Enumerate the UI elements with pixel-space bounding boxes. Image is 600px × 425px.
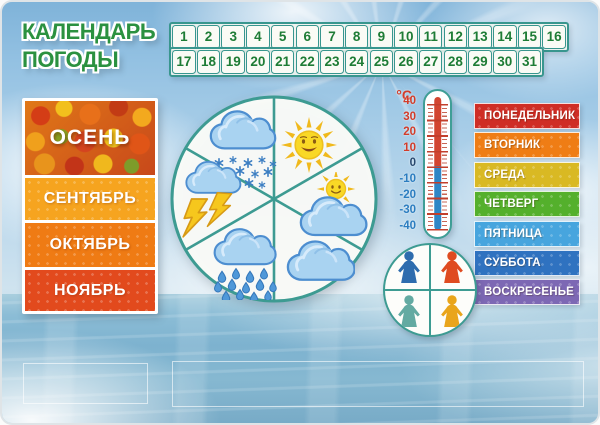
weekday-panel: ПОНЕДЕЛЬНИК ВТОРНИК СРЕДА ЧЕТВЕРГ ПЯТНИЦ… bbox=[474, 103, 580, 309]
wheel-sector-thunderstorm[interactable] bbox=[174, 155, 246, 252]
calendar-day-cell[interactable]: 22 bbox=[295, 50, 320, 74]
month-label: СЕНТЯБРЬ bbox=[43, 190, 137, 207]
calendar-day-cell[interactable]: 13 bbox=[468, 25, 492, 49]
weekday-tuesday[interactable]: ВТОРНИК bbox=[474, 132, 580, 159]
people-wheel-divider-vertical bbox=[428, 245, 432, 335]
calendar-row-1: 1 2 3 4 5 6 7 8 9 10 11 12 13 14 15 16 bbox=[169, 22, 569, 52]
water-background bbox=[2, 294, 598, 423]
weekday-label: СУББОТА bbox=[484, 256, 541, 269]
person-figure-teal[interactable] bbox=[394, 294, 424, 330]
month-label: ОКТЯБРЬ bbox=[49, 236, 131, 253]
wheel-sector-sunny[interactable] bbox=[278, 114, 340, 181]
calendar-day-cell[interactable]: 4 bbox=[246, 25, 270, 49]
calendar-day-cell[interactable]: 1 bbox=[172, 25, 196, 49]
note-box-left[interactable] bbox=[23, 363, 148, 404]
weekday-thursday[interactable]: ЧЕТВЕРГ bbox=[474, 191, 580, 218]
thermometer-unit-label: °C bbox=[396, 87, 412, 103]
calendar-day-cell[interactable]: 28 bbox=[443, 50, 468, 74]
calendar-row-2: 17 18 19 20 21 22 23 24 25 26 27 28 29 3… bbox=[169, 47, 545, 77]
calendar-day-cell[interactable]: 6 bbox=[295, 25, 320, 49]
thunderstorm-icon bbox=[182, 160, 242, 238]
calendar-day-cell[interactable]: 8 bbox=[344, 25, 369, 49]
calendar-day-cell[interactable]: 14 bbox=[493, 25, 517, 49]
note-box-right[interactable] bbox=[172, 361, 584, 407]
weekday-monday[interactable]: ПОНЕДЕЛЬНИК bbox=[474, 103, 580, 129]
month-label: НОЯБРЬ bbox=[54, 281, 126, 299]
calendar-day-cell[interactable]: 20 bbox=[246, 50, 270, 74]
page-title: КАЛЕНДАРЬ ПОГОДЫ bbox=[22, 18, 182, 74]
thermometer-major-ticks bbox=[427, 103, 448, 232]
cloud-icon bbox=[286, 240, 357, 282]
thermometer[interactable] bbox=[423, 89, 452, 239]
calendar-day-cell[interactable]: 16 bbox=[542, 25, 566, 49]
thermometer-scale-label: -30 bbox=[399, 204, 416, 216]
calendar-day-cell[interactable]: 29 bbox=[468, 50, 492, 74]
calendar-day-cell[interactable]: 23 bbox=[320, 50, 344, 74]
month-october[interactable]: ОКТЯБРЬ bbox=[25, 223, 155, 267]
month-september[interactable]: СЕНТЯБРЬ bbox=[25, 178, 155, 220]
weekday-saturday[interactable]: СУББОТА bbox=[474, 249, 580, 276]
weekday-friday[interactable]: ПЯТНИЦА bbox=[474, 220, 580, 247]
calendar-day-cell[interactable]: 12 bbox=[443, 25, 468, 49]
calendar-day-cell[interactable]: 27 bbox=[418, 50, 443, 74]
weekday-label: ВТОРНИК bbox=[484, 139, 541, 152]
calendar-day-cell[interactable]: 5 bbox=[270, 25, 295, 49]
calendar-day-cell[interactable]: 2 bbox=[196, 25, 221, 49]
title-line-2: ПОГОДЫ bbox=[22, 47, 119, 72]
calendar-day-cell[interactable]: 11 bbox=[418, 25, 443, 49]
weekday-sunday[interactable]: ВОСКРЕСЕНЬЕ bbox=[474, 279, 580, 306]
season-card-autumn[interactable]: ОСЕНЬ bbox=[25, 101, 155, 175]
month-november[interactable]: НОЯБРЬ bbox=[25, 270, 155, 311]
weekday-label: ПЯТНИЦА bbox=[484, 227, 543, 240]
weekday-label: СРЕДА bbox=[484, 168, 526, 181]
thermometer-scale-label: 10 bbox=[403, 142, 416, 154]
people-wheel bbox=[383, 243, 477, 337]
thermometer-scale-label: -20 bbox=[399, 189, 416, 201]
season-panel: ОСЕНЬ СЕНТЯБРЬ ОКТЯБРЬ НОЯБРЬ bbox=[22, 98, 158, 314]
title-line-1: КАЛЕНДАРЬ bbox=[22, 19, 156, 44]
calendar-day-cell[interactable]: 18 bbox=[196, 50, 221, 74]
calendar-day-cell[interactable]: 15 bbox=[517, 25, 542, 49]
person-figure-yellow[interactable] bbox=[437, 294, 467, 330]
calendar-day-cell[interactable]: 9 bbox=[369, 25, 394, 49]
person-figure-red[interactable] bbox=[437, 250, 467, 286]
calendar-day-cell[interactable]: 21 bbox=[270, 50, 295, 74]
thermometer-scale-label: -40 bbox=[399, 220, 416, 232]
calendar-day-cell[interactable]: 19 bbox=[221, 50, 245, 74]
calendar-day-cell[interactable]: 26 bbox=[394, 50, 418, 74]
thermometer-scale-label: 20 bbox=[403, 126, 416, 138]
season-label: ОСЕНЬ bbox=[49, 126, 131, 149]
sun-icon bbox=[281, 117, 337, 173]
sun-behind-cloud-icon bbox=[299, 169, 368, 237]
calendar-day-cell[interactable]: 25 bbox=[369, 50, 394, 74]
calendar-day-cell[interactable]: 30 bbox=[493, 50, 517, 74]
thermometer-scale-label: 0 bbox=[409, 157, 416, 169]
weekday-wednesday[interactable]: СРЕДА bbox=[474, 161, 580, 188]
weekday-label: ЧЕТВЕРГ bbox=[484, 198, 539, 211]
calendar-day-cell[interactable]: 7 bbox=[320, 25, 344, 49]
thermometer-scale-label: 40 bbox=[403, 95, 416, 107]
weekday-label: ВОСКРЕСЕНЬЕ bbox=[484, 286, 575, 299]
calendar-day-cell[interactable]: 31 bbox=[517, 50, 542, 74]
thermometer-scale-label: -10 bbox=[399, 173, 416, 185]
calendar-day-cell[interactable]: 24 bbox=[344, 50, 369, 74]
weekday-label: ПОНЕДЕЛЬНИК bbox=[484, 110, 576, 122]
wheel-sector-partly-cloudy[interactable] bbox=[294, 169, 370, 243]
calendar-day-cell[interactable]: 17 bbox=[172, 50, 196, 74]
person-figure-blue[interactable] bbox=[394, 250, 424, 286]
wheel-sector-cloudy[interactable] bbox=[285, 238, 357, 290]
calendar-day-cell[interactable]: 10 bbox=[394, 25, 418, 49]
thermometer-scale-label: 30 bbox=[403, 111, 416, 123]
calendar-day-cell[interactable]: 3 bbox=[221, 25, 245, 49]
